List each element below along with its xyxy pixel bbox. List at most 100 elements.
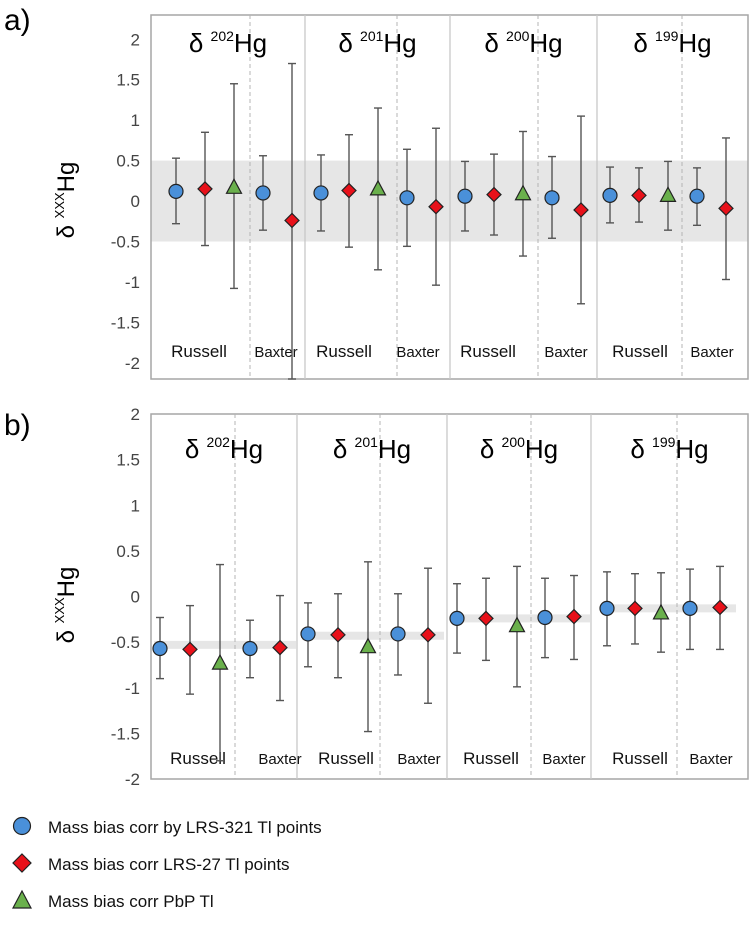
isotope-mass: 199 (655, 28, 679, 44)
data-point-circle (168, 183, 184, 199)
isotope-suffix: Hg (678, 28, 711, 58)
isotope-prefix: δ (480, 434, 502, 464)
data-point-circle (152, 640, 168, 657)
isotope-prefix: δ (185, 434, 207, 464)
data-point-circle (255, 185, 271, 201)
y-tick-label: -1 (125, 679, 140, 698)
data-point-diamond (197, 181, 213, 197)
y-axis-label: δ XXXHg (52, 162, 80, 239)
y-tick-label: 1.5 (116, 451, 140, 470)
y-axis-label-suffix: Hg (53, 162, 80, 193)
legend-label: Mass bias corr PbP Tl (48, 892, 214, 911)
site-label-russell: Russell (170, 749, 226, 768)
data-point-circle (457, 188, 473, 204)
data-point-diamond (627, 600, 643, 617)
y-tick-label: 1 (131, 496, 140, 515)
site-label-russell: Russell (612, 749, 668, 768)
y-tick-label: 2 (131, 30, 140, 49)
isotope-label: δ 201Hg (333, 434, 411, 464)
data-point-circle (313, 185, 329, 201)
data-point-circle (399, 190, 415, 206)
y-tick-label: -2 (125, 354, 140, 373)
data-point-diamond (478, 610, 494, 627)
data-point-circle (689, 188, 705, 204)
data-point-triangle (359, 637, 377, 654)
isotope-prefix: δ (189, 28, 211, 58)
isotope-label: δ 199Hg (633, 28, 711, 58)
y-tick-label: -0.5 (111, 232, 140, 251)
data-point-circle (300, 626, 316, 642)
y-axis-label-sup: XXX (52, 597, 67, 623)
site-label-baxter: Baxter (689, 751, 732, 768)
isotope-prefix: δ (338, 28, 360, 58)
isotope-label: δ 199Hg (630, 434, 708, 464)
isotope-suffix: Hg (383, 28, 416, 58)
diamond-marker-icon (12, 853, 32, 873)
y-tick-label: 1 (131, 111, 140, 130)
isotope-mass: 201 (360, 28, 384, 44)
y-axis-label: δ XXXHg (52, 567, 80, 644)
triangle-marker-icon (12, 889, 32, 909)
panel-label: a) (4, 4, 31, 37)
isotope-mass: 200 (506, 28, 530, 44)
data-point-triangle (652, 603, 670, 620)
y-tick-label: -0.5 (111, 633, 140, 652)
legend-label: Mass bias corr by LRS-321 Tl points (48, 818, 322, 837)
data-point-diamond (718, 200, 734, 217)
legend: Mass bias corr by LRS-321 Tl points Mass… (8, 810, 708, 921)
legend-label: Mass bias corr LRS-27 Tl points (48, 855, 290, 874)
site-label-russell: Russell (171, 342, 227, 361)
site-label-russell: Russell (463, 749, 519, 768)
y-tick-label: -2 (125, 770, 140, 789)
data-point-triangle (508, 616, 526, 633)
y-axis-label-sup: XXX (52, 192, 67, 218)
y-tick-label: 0 (131, 192, 140, 211)
isotope-suffix: Hg (378, 434, 411, 464)
circle-marker-icon (12, 816, 32, 836)
legend-item-pbp: Mass bias corr PbP Tl (8, 884, 708, 921)
data-point-triangle (225, 178, 243, 194)
legend-item-lrs321: Mass bias corr by LRS-321 Tl points (8, 810, 708, 847)
y-tick-label: 2 (131, 405, 140, 424)
isotope-prefix: δ (630, 434, 652, 464)
data-point-diamond (566, 608, 582, 625)
data-point-diamond (486, 186, 502, 203)
data-point-diamond (272, 639, 288, 656)
y-tick-label: 1.5 (116, 71, 140, 90)
isotope-label: δ 200Hg (480, 434, 558, 464)
site-label-baxter: Baxter (542, 751, 585, 768)
data-point-triangle (514, 184, 532, 201)
data-point-circle (602, 187, 618, 203)
y-tick-label: 0.5 (116, 542, 140, 561)
site-label-baxter: Baxter (258, 751, 301, 768)
data-point-circle (537, 609, 553, 626)
y-tick-label: 0 (131, 588, 140, 607)
y-axis-label-symbol: δ (53, 218, 80, 238)
data-point-diamond (573, 202, 589, 218)
isotope-mass: 202 (207, 434, 231, 450)
data-point-circle (682, 600, 698, 616)
isotope-suffix: Hg (234, 28, 267, 58)
panel-label: b) (4, 409, 31, 442)
data-point-diamond (712, 599, 728, 616)
isotope-label: δ 202Hg (189, 28, 267, 58)
y-tick-label: -1 (125, 273, 140, 292)
isotope-suffix: Hg (529, 28, 562, 58)
isotope-prefix: δ (633, 28, 655, 58)
site-label-baxter: Baxter (397, 751, 440, 768)
data-point-diamond (330, 626, 346, 643)
isotope-mass: 202 (211, 28, 235, 44)
data-point-diamond (420, 626, 436, 643)
data-point-diamond (284, 212, 300, 229)
site-label-baxter: Baxter (396, 344, 439, 361)
isotope-prefix: δ (484, 28, 506, 58)
data-point-diamond (428, 198, 444, 215)
legend-item-lrs27: Mass bias corr LRS-27 Tl points (8, 847, 708, 884)
y-tick-label: 0.5 (116, 152, 140, 171)
y-tick-label: -1.5 (111, 313, 140, 332)
reference-band (302, 631, 444, 640)
data-point-triangle (369, 179, 387, 196)
